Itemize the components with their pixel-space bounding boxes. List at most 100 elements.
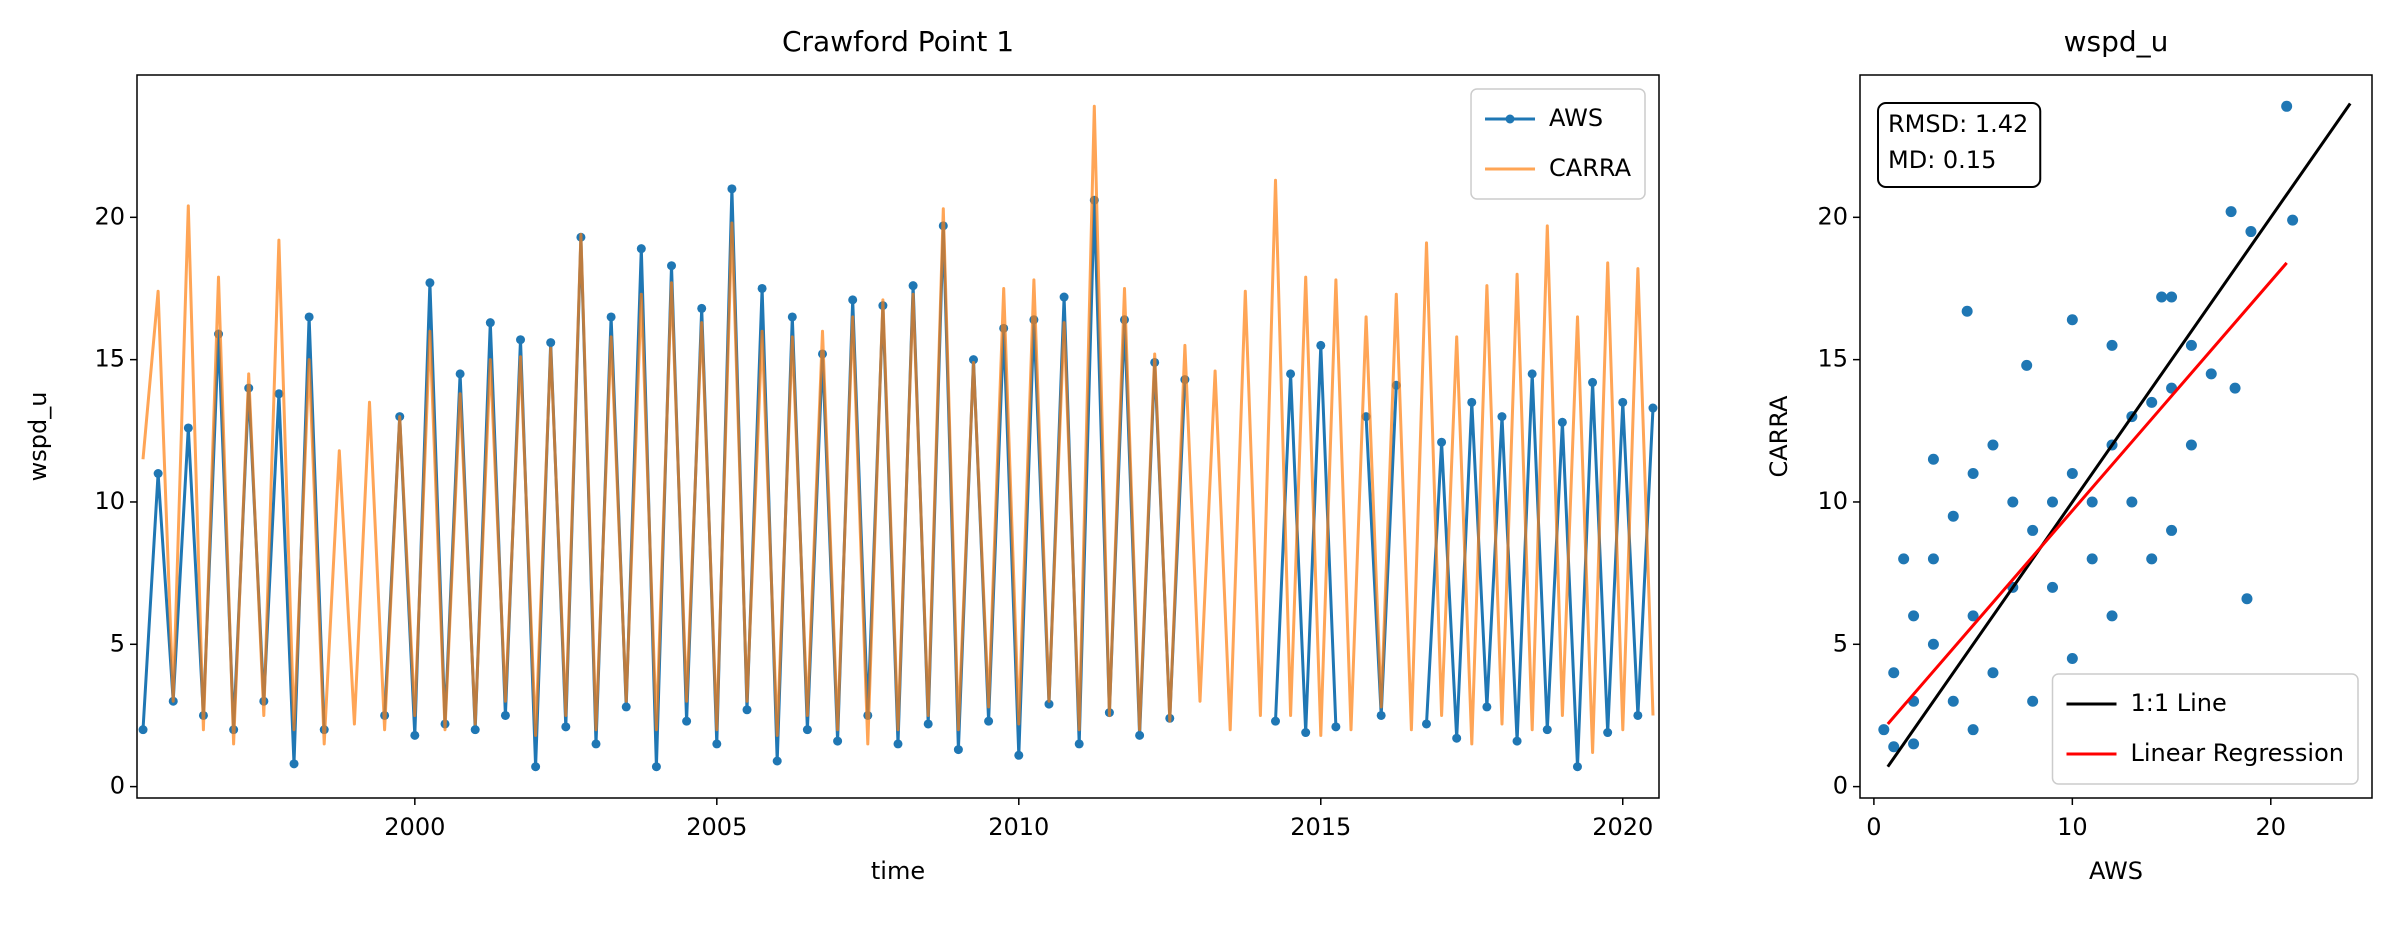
point-marker [304, 312, 314, 322]
point-marker [1014, 750, 1024, 760]
y-tick-label: 0 [1833, 772, 1848, 800]
x-tick-label: 2000 [384, 813, 445, 841]
plot-area [1878, 100, 2352, 768]
scatter-point [2046, 581, 2058, 593]
point-marker [742, 705, 752, 715]
point-marker [1603, 728, 1613, 738]
point-marker [153, 469, 163, 479]
legend-label: AWS [1549, 104, 1603, 132]
legend-handle [1485, 114, 1536, 124]
axes-frame [136, 74, 1660, 799]
point-marker [1301, 728, 1311, 738]
point-marker [1421, 719, 1431, 729]
point-marker [968, 355, 978, 365]
fit-line [1886, 102, 2352, 768]
point-marker [425, 278, 435, 288]
scatter-point [2007, 496, 2019, 508]
point-marker [984, 716, 994, 726]
scatter-point [2241, 593, 2253, 605]
axes-frame [1859, 74, 2373, 799]
scatter-point [2287, 214, 2299, 226]
x-tick-label: 10 [2057, 813, 2088, 841]
point-marker [757, 283, 767, 293]
point-marker [727, 184, 737, 194]
scatter-point [1947, 695, 1959, 707]
chart-title: Crawford Point 1 [782, 25, 1014, 58]
point-marker [1648, 403, 1658, 413]
x-axis-label: AWS [2089, 857, 2143, 885]
chart-title: wspd_u [2064, 25, 2169, 58]
point-marker [1542, 725, 1552, 735]
scatter-point [2086, 496, 2098, 508]
point-marker [802, 725, 812, 735]
point-marker [455, 369, 465, 379]
scatter-point [2066, 314, 2078, 326]
point-marker [561, 722, 571, 732]
scatter-point [1947, 510, 1959, 522]
scatter-point [2106, 339, 2118, 351]
x-tick-label: 2015 [1290, 813, 1351, 841]
point-marker [470, 725, 480, 735]
scatter-point [2185, 339, 2197, 351]
y-axis-label: CARRA [1765, 395, 1793, 478]
scatter-point [2166, 524, 2178, 536]
point-marker [1059, 292, 1069, 302]
point-marker [531, 762, 541, 772]
point-marker [712, 739, 722, 749]
point-marker [772, 756, 782, 766]
x-tick-label: 0 [1866, 813, 1881, 841]
point-marker [138, 725, 148, 735]
scatter-point [1908, 738, 1920, 750]
point-marker [1074, 739, 1084, 749]
scatter-point [2066, 468, 2078, 480]
scatter-point [2166, 291, 2178, 303]
scatter-point [1967, 610, 1979, 622]
y-tick-label: 15 [1817, 345, 1848, 373]
point-marker [1437, 437, 1447, 447]
scatter-point [2281, 100, 2293, 112]
scatter-point [1898, 553, 1910, 565]
legend-box [1470, 88, 1646, 200]
scatter-point [1987, 439, 1999, 451]
x-tick-label: 2005 [686, 813, 747, 841]
y-tick-label: 10 [1817, 487, 1848, 515]
scatter-point [2126, 496, 2138, 508]
scatter-point [1888, 741, 1900, 753]
point-marker [1452, 733, 1462, 743]
point-marker [516, 335, 526, 345]
point-marker [651, 762, 661, 772]
point-marker [621, 702, 631, 712]
y-tick-label: 15 [94, 345, 125, 373]
scatter-point [1908, 610, 1920, 622]
legend-box [2051, 673, 2359, 785]
scatter-point [2066, 653, 2078, 665]
point-marker [923, 719, 933, 729]
scatter-point [2185, 439, 2197, 451]
y-tick-label: 10 [94, 487, 125, 515]
point-marker [1633, 710, 1643, 720]
point-marker [1572, 762, 1582, 772]
legend-marker [1505, 114, 1515, 124]
point-marker [591, 739, 601, 749]
point-marker [833, 736, 843, 746]
point-marker [410, 730, 420, 740]
scatter-point [1927, 453, 1939, 465]
scatter-point [2027, 695, 2039, 707]
scatter-point [1961, 305, 1973, 317]
point-marker [697, 303, 707, 313]
y-tick-label: 20 [1817, 202, 1848, 230]
point-marker [1316, 340, 1326, 350]
series [141, 104, 1655, 754]
point-marker [1135, 730, 1145, 740]
scatter-point [2046, 496, 2058, 508]
legend-label: CARRA [1549, 154, 1632, 182]
point-marker [1512, 736, 1522, 746]
annotation-text: MD: 0.15 [1888, 146, 1996, 174]
point-marker [274, 389, 284, 399]
point-marker [1482, 702, 1492, 712]
scatter-point [2086, 553, 2098, 565]
point-marker [485, 318, 495, 328]
scatter-point [1878, 724, 1890, 736]
y-tick-label: 5 [110, 629, 125, 657]
